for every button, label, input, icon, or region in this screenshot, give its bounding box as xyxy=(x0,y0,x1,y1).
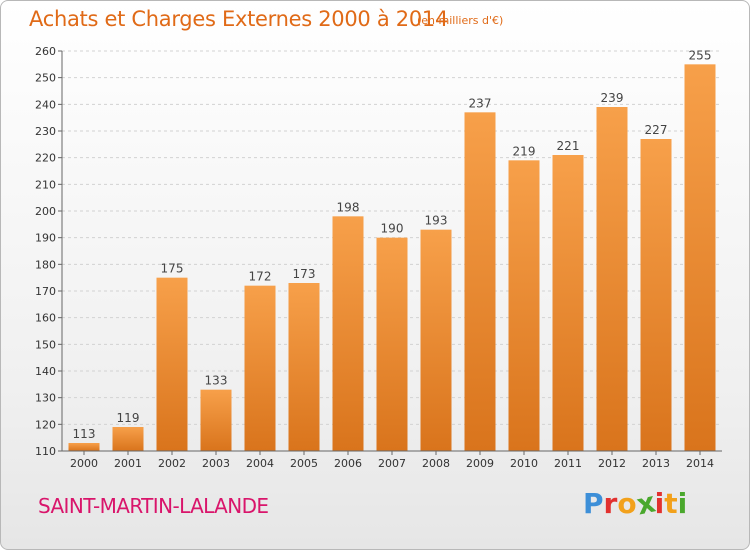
x-tick-label-2014: 2014 xyxy=(686,457,714,470)
logo-letter: P xyxy=(583,487,604,520)
value-label-2003: 133 xyxy=(205,374,228,388)
y-tick-label: 140 xyxy=(35,365,56,378)
x-tick-label-2011: 2011 xyxy=(554,457,582,470)
x-tick-label-2010: 2010 xyxy=(510,457,538,470)
x-axis: 2000 2001 2002 2003 2004 2005 2006 2007 2008 2009… xyxy=(62,450,722,470)
y-tick-label: 250 xyxy=(35,72,56,85)
logo-letter: r xyxy=(603,487,618,520)
bar-2006 xyxy=(332,216,364,451)
logo-letter: t xyxy=(664,487,678,520)
bar-2002 xyxy=(156,277,188,451)
logo-letter: o xyxy=(617,487,637,520)
commune-name: SAINT-MARTIN-LALANDE xyxy=(38,494,269,518)
chart-subtitle: (en milliers d'€) xyxy=(417,14,504,27)
value-label-2007: 190 xyxy=(381,222,404,236)
y-tick-label: 180 xyxy=(35,258,56,271)
x-tick-label-2012: 2012 xyxy=(598,457,626,470)
value-label-2011: 221 xyxy=(557,139,580,153)
value-label-2006: 198 xyxy=(337,200,360,214)
y-axis: 110 120 130 140 150 160 170 180 190 200 210 220 230 2… xyxy=(35,45,63,458)
x-tick-label-2004: 2004 xyxy=(246,457,274,470)
value-label-2004: 172 xyxy=(249,270,272,284)
bar-2003 xyxy=(200,389,232,451)
x-tick-label-2009: 2009 xyxy=(466,457,494,470)
y-tick-label: 210 xyxy=(35,178,56,191)
x-tick-label-2013: 2013 xyxy=(642,457,670,470)
bar-2014 xyxy=(684,64,716,452)
logo-letter: i xyxy=(654,487,665,520)
value-label-2005: 173 xyxy=(293,267,316,281)
bar-2005 xyxy=(288,283,320,451)
y-tick-label: 110 xyxy=(35,445,56,458)
value-label-2002: 175 xyxy=(161,262,184,276)
value-labels-group: 113 119 175 133 172 173 198 190 193 237 219 221 239 2… xyxy=(73,48,712,441)
bar-2004 xyxy=(244,285,276,451)
value-label-2010: 219 xyxy=(513,144,536,158)
bar-2010 xyxy=(508,160,540,452)
bar-2001 xyxy=(112,427,144,451)
x-tick-label-2003: 2003 xyxy=(202,457,230,470)
y-tick-label: 200 xyxy=(35,205,56,218)
bars-group xyxy=(68,64,716,452)
value-label-2013: 227 xyxy=(645,123,668,137)
logo-letter: i xyxy=(677,487,688,520)
bar-2007 xyxy=(376,237,408,451)
x-tick-label-2008: 2008 xyxy=(422,457,450,470)
value-label-2008: 193 xyxy=(425,214,448,228)
proxiti-logo[interactable]: Proxiti xyxy=(583,485,688,521)
chart-title: Achats et Charges Externes 2000 à 2014 xyxy=(29,7,449,31)
value-label-2009: 237 xyxy=(469,96,492,110)
x-tick-label-2002: 2002 xyxy=(158,457,186,470)
x-tick-label-2007: 2007 xyxy=(378,457,406,470)
x-tick-label-2001: 2001 xyxy=(114,457,142,470)
bar-2011 xyxy=(552,155,584,451)
bar-2000 xyxy=(68,443,100,451)
bar-2013 xyxy=(640,139,672,451)
y-tick-label: 230 xyxy=(35,125,56,138)
y-tick-label: 150 xyxy=(35,338,56,351)
y-tick-label: 130 xyxy=(35,392,56,405)
y-tick-label: 190 xyxy=(35,232,56,245)
y-tick-label: 220 xyxy=(35,152,56,165)
x-tick-label-2005: 2005 xyxy=(290,457,318,470)
y-tick-label: 160 xyxy=(35,312,56,325)
y-tick-label: 170 xyxy=(35,285,56,298)
value-label-2000: 113 xyxy=(73,427,96,441)
y-tick-label: 120 xyxy=(35,418,56,431)
bar-2012 xyxy=(596,107,628,451)
x-tick-label-2006: 2006 xyxy=(334,457,362,470)
value-label-2012: 239 xyxy=(601,91,624,105)
x-tick-label-2000: 2000 xyxy=(70,457,98,470)
bar-2009 xyxy=(464,112,496,451)
y-tick-label: 240 xyxy=(35,98,56,111)
y-tick-label: 260 xyxy=(35,45,56,58)
bar-2008 xyxy=(420,229,452,451)
value-label-2001: 119 xyxy=(117,411,140,425)
value-label-2014: 255 xyxy=(689,48,712,62)
